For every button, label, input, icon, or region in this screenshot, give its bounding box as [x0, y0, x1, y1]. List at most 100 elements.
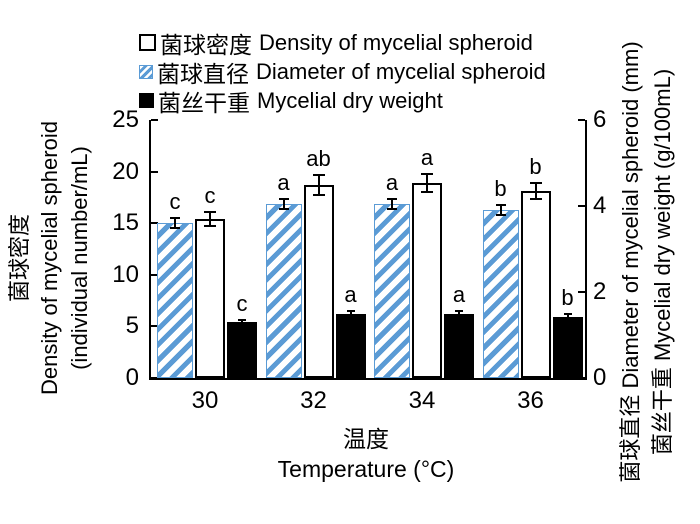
right-axis-title: 菌球直径 Diameter of mycelial spheroid (mm) …	[615, 2, 679, 522]
error-bar-density-34	[426, 173, 428, 193]
sig-label-density-32: ab	[306, 145, 331, 171]
error-cap-bottom-density-34	[421, 191, 433, 194]
plot-area: c c c a ab a a a a b b b	[149, 119, 587, 380]
sig-label-dry_weight-34: a	[452, 281, 466, 307]
sig-label-density-36: b	[529, 153, 542, 179]
legend-label-diameter-en: Diameter of mycelial spheroid	[256, 58, 546, 84]
bar-diameter-32	[265, 203, 302, 378]
right-axis-title-dry-weight: 菌丝干重 Mycelial dry weight (g/100mL)	[650, 68, 675, 456]
left-axis-tick-label: 15	[112, 209, 139, 237]
legend: 菌球密度 Density of mycelial spheroid 菌球直径 D…	[139, 28, 546, 116]
x-axis-tick-label-32: 32	[300, 387, 327, 414]
bar-dry_weight-36	[552, 316, 583, 378]
left-axis-tick	[151, 119, 158, 121]
error-cap-bottom-diameter-36	[495, 214, 506, 217]
error-cap-top-diameter-34	[387, 197, 397, 200]
bar-density-32	[303, 185, 334, 378]
left-axis-tick	[151, 170, 158, 173]
left-axis-tick	[151, 222, 158, 225]
left-axis-title-zh: 菌球密度	[7, 214, 32, 303]
x-axis-tick-label-36: 36	[517, 387, 544, 414]
sig-label-dry_weight-36: b	[561, 285, 574, 311]
error-cap-top-dry_weight-30	[238, 318, 246, 321]
error-bar-dry_weight-30	[241, 319, 243, 325]
error-cap-bottom-density-36	[529, 198, 542, 201]
error-cap-top-diameter-30	[170, 217, 180, 220]
sig-label-density-34: a	[420, 144, 434, 170]
right-axis-tick-label: 4	[593, 192, 607, 219]
right-axis-tick	[578, 205, 585, 207]
sig-label-dry_weight-30: c	[236, 290, 248, 316]
error-cap-top-density-30	[204, 210, 216, 213]
right-axis-tick	[578, 291, 585, 293]
legend-row-density: 菌球密度 Density of mycelial spheroid	[139, 28, 546, 58]
left-axis-title-en: Density of mycelial spheroid	[37, 121, 62, 395]
left-axis-tick-label: 20	[112, 157, 139, 185]
error-bar-diameter-32	[282, 198, 285, 209]
bar-dry_weight-34	[444, 313, 474, 378]
bar-dry_weight-32	[335, 313, 366, 378]
bar-density-36	[520, 191, 551, 378]
right-axis-tick	[578, 377, 585, 379]
error-cap-top-diameter-32	[278, 197, 289, 200]
error-cap-bottom-dry_weight-34	[455, 315, 463, 318]
left-axis-tick	[151, 273, 158, 276]
error-cap-bottom-diameter-30	[170, 227, 180, 230]
left-axis-tick-label: 10	[112, 260, 139, 288]
error-cap-bottom-diameter-32	[278, 208, 289, 210]
left-axis-tick	[151, 377, 158, 379]
error-cap-bottom-dry_weight-30	[238, 323, 246, 326]
error-cap-top-dry_weight-34	[455, 309, 463, 312]
error-bar-density-36	[534, 182, 537, 200]
x-axis-title-en: Temperature (°C)	[277, 456, 455, 482]
left-axis-title: 菌球密度 Density of mycelial spheroid (indiv…	[5, 93, 95, 423]
error-bar-dry_weight-32	[349, 310, 352, 317]
sig-label-diameter-32: a	[277, 169, 290, 195]
sig-label-density-30: c	[204, 182, 216, 208]
legend-row-dry-weight: 菌丝干重 Mycelial dry weight	[139, 86, 546, 116]
legend-label-density-en: Density of mycelial spheroid	[259, 29, 533, 55]
bar-diameter-30	[157, 223, 193, 378]
right-axis-tick-label: 0	[593, 364, 607, 391]
bar-diameter-36	[482, 210, 519, 378]
sig-label-diameter-36: b	[494, 176, 507, 202]
error-bar-density-30	[209, 211, 211, 227]
x-axis-title-zh: 温度	[343, 426, 389, 452]
bar-density-30	[195, 219, 225, 378]
error-bar-diameter-34	[391, 198, 393, 209]
bar-dry_weight-30	[227, 322, 257, 378]
sig-label-dry_weight-32: a	[344, 281, 357, 307]
error-bar-diameter-36	[499, 205, 502, 216]
error-cap-bottom-dry_weight-32	[346, 315, 355, 318]
error-bar-diameter-30	[174, 218, 176, 229]
error-bar-dry_weight-34	[458, 310, 460, 317]
error-bar-dry_weight-36	[566, 314, 569, 320]
right-axis-title-diameter: 菌球直径 Diameter of mycelial spheroid (mm)	[618, 41, 643, 483]
bar-diameter-34	[374, 203, 410, 378]
right-axis-tick-label: 2	[593, 278, 607, 305]
legend-row-diameter: 菌球直径 Diameter of mycelial spheroid	[139, 57, 546, 87]
legend-swatch-density-icon	[139, 34, 156, 51]
error-cap-bottom-density-30	[204, 225, 216, 228]
bar-density-34	[412, 182, 442, 378]
error-cap-top-dry_weight-32	[346, 309, 355, 312]
error-cap-top-density-34	[421, 172, 433, 175]
legend-swatch-diameter-icon	[139, 64, 153, 79]
left-axis-tick-label: 25	[112, 106, 139, 133]
legend-label-density-zh: 菌球密度	[160, 31, 252, 58]
error-cap-top-dry_weight-36	[563, 313, 572, 316]
sig-label-diameter-30: c	[169, 189, 181, 215]
legend-label-diameter-zh: 菌球直径	[157, 60, 249, 87]
left-axis-tick	[151, 325, 158, 328]
right-axis-tick	[578, 119, 585, 121]
x-axis-tick-label-30: 30	[191, 387, 219, 414]
error-cap-top-density-36	[529, 181, 542, 184]
legend-label-dry-weight-zh: 菌丝干重	[158, 89, 250, 116]
error-cap-top-diameter-36	[495, 204, 506, 207]
error-cap-bottom-dry_weight-36	[563, 318, 572, 321]
right-axis-tick-label: 6	[593, 106, 607, 133]
error-cap-top-density-32	[312, 173, 325, 176]
legend-label-dry-weight-en: Mycelial dry weight	[257, 87, 443, 113]
error-cap-bottom-diameter-34	[387, 208, 397, 210]
